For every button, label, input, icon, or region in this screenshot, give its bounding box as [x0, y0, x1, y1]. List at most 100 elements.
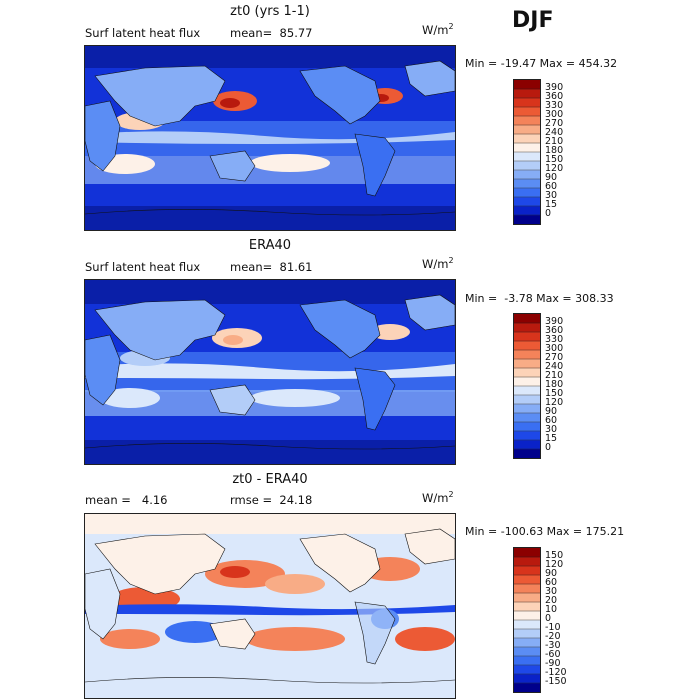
map3-europe — [404, 528, 455, 565]
panel-1-colorbar-labels: 0 15 30 60 90 120 150 180 210 240 270 300 330 360 390 — [545, 79, 585, 225]
map3-north-america — [299, 533, 381, 593]
colorbar-tick-label: -90 — [545, 658, 561, 669]
map2-australia — [209, 384, 256, 416]
map2-north-america — [299, 299, 381, 359]
colorbar-swatch — [514, 215, 540, 225]
colorbar-swatch — [514, 350, 540, 360]
colorbar-tick-label: 180 — [545, 379, 564, 390]
colorbar-swatch — [514, 386, 540, 396]
map2-south-pacific-patch — [250, 389, 340, 407]
colorbar-tick-label: 60 — [545, 415, 558, 426]
panel-1-map-svg — [85, 46, 455, 230]
colorbar-tick-label: 30 — [545, 586, 558, 597]
panel-1-colorbar-svg — [514, 80, 540, 225]
colorbar-tick-label: 0 — [545, 442, 552, 453]
colorbar-tick-label: 270 — [545, 352, 564, 363]
map1-antarctic-band — [85, 206, 455, 230]
colorbar-swatch — [514, 368, 540, 378]
map3-south-indian-warm — [100, 629, 160, 649]
map2-antarctic-band — [85, 440, 455, 464]
map3-south-pacific-warm — [245, 627, 345, 651]
colorbar-swatch — [514, 332, 540, 342]
colorbar-tick-label: 300 — [545, 343, 564, 354]
colorbar-swatch — [514, 557, 540, 567]
map1-kuroshio-core — [220, 98, 240, 108]
panel-2-mean-label: mean= 81.61 — [230, 260, 313, 274]
map1-south-pacific-patch — [250, 154, 330, 172]
colorbar-swatch — [514, 404, 540, 414]
colorbar-swatch — [514, 584, 540, 594]
colorbar-swatch — [514, 548, 540, 558]
colorbar-swatch — [514, 80, 540, 90]
panel-3-colorbar — [513, 547, 541, 693]
panel-1-variable-label: Surf latent heat flux — [85, 26, 201, 40]
colorbar-tick-label: 150 — [545, 154, 564, 165]
map1-north-america — [299, 65, 381, 125]
colorbar-swatch — [514, 116, 540, 126]
panel-1-map — [84, 45, 456, 231]
colorbar-swatch — [514, 449, 540, 459]
season-label: DJF — [512, 8, 554, 33]
colorbar-tick-label: 390 — [545, 316, 564, 327]
map3-south-atlantic-warm — [395, 627, 455, 651]
map2-kuroshio-core — [223, 335, 243, 345]
colorbar-tick-label: 270 — [545, 118, 564, 129]
colorbar-tick-label: 240 — [545, 127, 564, 138]
colorbar-tick-label: 60 — [545, 577, 558, 588]
colorbar-tick-label: 15 — [545, 433, 558, 444]
colorbar-tick-label: -120 — [545, 667, 567, 678]
map1-south-america — [354, 133, 396, 197]
colorbar-tick-label: 330 — [545, 100, 564, 111]
colorbar-swatch — [514, 323, 540, 333]
map2-africa — [85, 334, 121, 406]
colorbar-swatch — [514, 602, 540, 612]
panel-2-units: W/m2 — [422, 256, 454, 271]
colorbar-tick-label: 120 — [545, 559, 564, 570]
colorbar-swatch — [514, 134, 540, 144]
colorbar-swatch — [514, 413, 540, 423]
colorbar-swatch — [514, 638, 540, 648]
map1-asia — [94, 65, 226, 127]
map3-kuroshio-warm-core — [220, 566, 250, 578]
panel-2-minmax: Min = -3.78 Max = 308.33 — [465, 292, 614, 305]
map2-south-america — [354, 367, 396, 431]
colorbar-swatch — [514, 89, 540, 99]
map3-antarctic-coast — [85, 677, 455, 684]
map1-australia — [209, 150, 256, 182]
colorbar-tick-label: 90 — [545, 172, 558, 183]
colorbar-swatch — [514, 107, 540, 117]
colorbar-tick-label: 30 — [545, 190, 558, 201]
colorbar-swatch — [514, 98, 540, 108]
colorbar-swatch — [514, 422, 540, 432]
panel-1-mean-label: mean= 85.77 — [230, 26, 313, 40]
map3-australia — [209, 618, 256, 650]
colorbar-tick-label: -30 — [545, 640, 561, 651]
panel-2-colorbar-labels: 0 15 30 60 90 120 150 180 210 240 270 300 330 360 390 — [545, 313, 585, 459]
colorbar-swatch — [514, 611, 540, 621]
colorbar-swatch — [514, 566, 540, 576]
map3-arctic-band — [85, 514, 455, 534]
panel-2-variable-label: Surf latent heat flux — [85, 260, 201, 274]
colorbar-tick-label: 20 — [545, 595, 558, 606]
colorbar-tick-label: 180 — [545, 145, 564, 156]
colorbar-tick-label: 90 — [545, 406, 558, 417]
panel-3-title: zt0 - ERA40 — [232, 472, 308, 487]
colorbar-swatch — [514, 575, 540, 585]
panel-2-colorbar — [513, 313, 541, 459]
colorbar-tick-label: 60 — [545, 181, 558, 192]
colorbar-swatch — [514, 170, 540, 180]
colorbar-swatch — [514, 161, 540, 171]
colorbar-tick-label: 30 — [545, 424, 558, 435]
colorbar-swatch — [514, 188, 540, 198]
panel-1-units: W/m2 — [422, 22, 454, 37]
colorbar-tick-label: 330 — [545, 334, 564, 345]
colorbar-swatch — [514, 647, 540, 657]
colorbar-swatch — [514, 341, 540, 351]
colorbar-tick-label: 0 — [545, 613, 552, 624]
map3-itcz-cold — [85, 604, 455, 616]
colorbar-swatch — [514, 206, 540, 216]
panel-3-colorbar-labels: -150 -120 -90 -60 -30 -20 -10 0 10 20 30 60 90 120 150 — [545, 547, 585, 693]
colorbar-swatch — [514, 665, 540, 675]
map2-gulfstream-patch — [370, 324, 410, 340]
panel-2-title: ERA40 — [248, 238, 292, 253]
